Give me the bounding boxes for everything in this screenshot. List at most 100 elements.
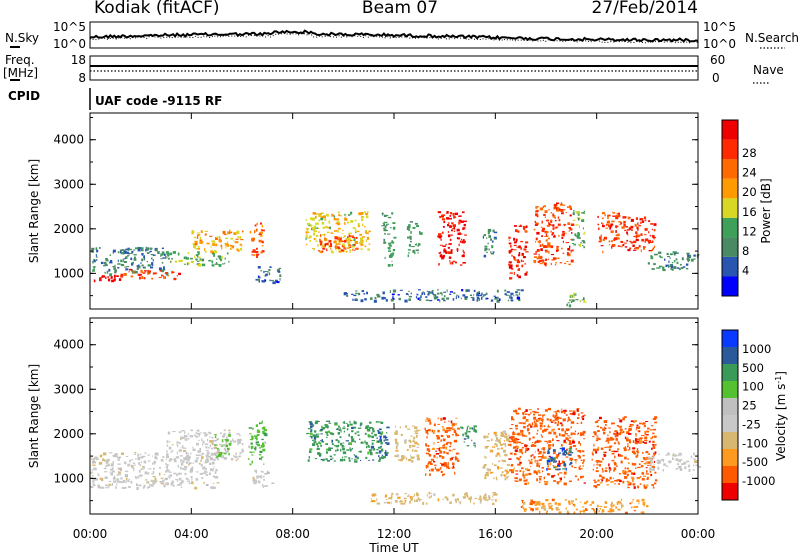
- data-cell: [632, 440, 635, 443]
- data-cell: [617, 237, 620, 240]
- velocity-ylabel: Slant Range [km]: [27, 364, 41, 468]
- data-cell: [340, 236, 343, 239]
- data-cell: [320, 444, 323, 447]
- data-cell: [575, 224, 579, 226]
- data-cell: [438, 235, 442, 239]
- data-cell: [135, 247, 138, 250]
- data-cell: [633, 420, 636, 424]
- data-cell: [378, 455, 380, 458]
- data-cell: [606, 217, 610, 219]
- data-cell: [122, 251, 125, 255]
- data-cell: [446, 441, 450, 444]
- data-cell: [561, 460, 564, 464]
- data-cell: [180, 460, 182, 463]
- data-cell: [550, 421, 554, 423]
- data-cell: [443, 473, 446, 476]
- data-cell: [255, 253, 260, 256]
- data-cell: [556, 247, 559, 250]
- data-cell: [471, 439, 473, 442]
- data-cell: [636, 424, 639, 427]
- data-cell: [101, 454, 103, 458]
- data-cell: [343, 430, 345, 433]
- data-cell: [117, 263, 121, 265]
- data-cell: [483, 294, 486, 296]
- data-cell: [264, 271, 268, 272]
- data-cell: [339, 238, 342, 240]
- data-cell: [663, 463, 667, 466]
- data-cell: [108, 484, 110, 488]
- data-cell: [344, 218, 348, 221]
- data-cell: [627, 458, 629, 460]
- data-cell: [354, 249, 356, 251]
- data-cell: [493, 295, 496, 298]
- data-cell: [238, 455, 241, 458]
- data-cell: [547, 468, 551, 470]
- data-cell: [433, 454, 436, 458]
- data-cell: [441, 214, 446, 216]
- data-cell: [328, 420, 330, 423]
- data-cell: [337, 229, 339, 233]
- power-colorbar-tick: 16: [742, 205, 757, 219]
- data-cell: [525, 271, 528, 273]
- data-cell: [641, 437, 643, 439]
- data-cell: [640, 233, 643, 236]
- data-cell: [637, 430, 640, 432]
- data-cell: [583, 450, 585, 453]
- data-cell: [131, 459, 133, 461]
- data-cell: [419, 232, 423, 235]
- data-cell: [580, 432, 583, 435]
- data-cell: [354, 458, 357, 460]
- data-cell: [386, 439, 389, 441]
- data-cell: [367, 248, 370, 251]
- data-cell: [599, 474, 602, 477]
- data-cell: [400, 458, 403, 462]
- data-cell: [658, 265, 663, 268]
- data-cell: [378, 459, 381, 462]
- data-cell: [635, 238, 639, 242]
- data-cell: [379, 457, 381, 460]
- data-cell: [234, 241, 239, 244]
- data-cell: [536, 478, 538, 482]
- data-cell: [178, 272, 181, 276]
- data-cell: [241, 450, 244, 453]
- data-cell: [373, 447, 375, 450]
- data-cell: [140, 249, 144, 252]
- data-cell: [487, 242, 489, 245]
- data-cell: [315, 434, 318, 436]
- data-cell: [440, 417, 443, 421]
- data-cell: [398, 297, 401, 301]
- data-cell: [263, 479, 265, 481]
- data-cell: [252, 427, 254, 430]
- data-cell: [693, 464, 695, 467]
- data-cell: [385, 494, 388, 497]
- data-cell: [326, 231, 330, 234]
- data-cell: [113, 475, 115, 479]
- data-cell: [552, 227, 555, 230]
- data-cell: [556, 409, 560, 413]
- data-cell: [172, 251, 176, 254]
- data-cell: [478, 298, 481, 301]
- data-cell: [628, 433, 631, 435]
- data-cell: [482, 295, 485, 297]
- data-cell: [361, 218, 364, 222]
- data-cell: [357, 223, 360, 226]
- data-cell: [604, 424, 607, 426]
- data-cell: [555, 226, 559, 228]
- data-cell: [496, 444, 498, 448]
- data-cell: [596, 437, 600, 440]
- data-cell: [309, 448, 313, 451]
- data-cell: [180, 438, 182, 441]
- data-cell: [267, 470, 269, 474]
- data-cell: [142, 455, 146, 458]
- data-cell: [101, 275, 106, 278]
- data-cell: [112, 461, 114, 464]
- data-cell: [256, 430, 261, 433]
- data-cell: [186, 479, 190, 481]
- data-cell: [559, 210, 561, 212]
- data-cell: [321, 425, 323, 429]
- data-cell: [326, 448, 329, 451]
- data-cell: [521, 433, 524, 436]
- data-cell: [563, 482, 567, 486]
- data-cell: [155, 248, 158, 252]
- data-cell: [613, 467, 617, 471]
